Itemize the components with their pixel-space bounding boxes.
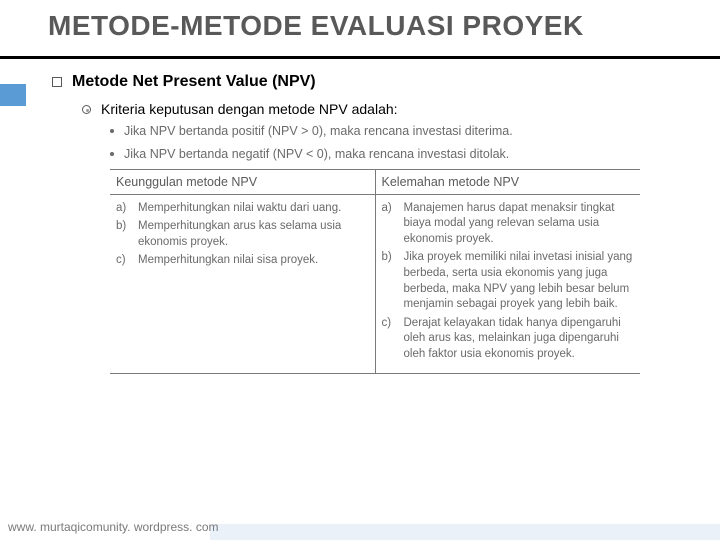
square-bullet-icon (52, 77, 62, 87)
dot-bullet-icon (110, 129, 114, 133)
footer-accent-band (210, 524, 720, 540)
dot-bullet-icon (110, 152, 114, 156)
list-text: Jika proyek memiliki nilai invetasi inis… (404, 250, 635, 312)
list-marker: a) (382, 201, 398, 248)
slide-title: METODE-METODE EVALUASI PROYEK (48, 10, 720, 42)
list-text: Memperhitungkan nilai sisa proyek. (138, 253, 318, 269)
list-text: Derajat kelayakan tidak hanya dipengaruh… (404, 316, 635, 363)
table-cell-left: a) Memperhitungkan nilai waktu dari uang.… (110, 195, 376, 373)
criteria-item: Jika NPV bertanda negatif (NPV < 0), mak… (124, 146, 509, 163)
list-text: Memperhitungkan arus kas selama usia eko… (138, 219, 369, 250)
list-marker: a) (116, 201, 132, 217)
list-marker: b) (116, 219, 132, 250)
criteria-item: Jika NPV bertanda positif (NPV > 0), mak… (124, 123, 513, 140)
section-heading: Metode Net Present Value (NPV) (72, 73, 316, 91)
circle-bullet-icon (82, 105, 91, 114)
list-text: Manajemen harus dapat menaksir tingkat b… (404, 201, 635, 248)
criteria-list: Jika NPV bertanda positif (NPV > 0), mak… (110, 123, 680, 163)
list-text: Memperhitungkan nilai waktu dari uang. (138, 201, 341, 217)
list-marker: c) (116, 253, 132, 269)
accent-square (0, 84, 26, 106)
list-marker: b) (382, 250, 398, 312)
list-marker: c) (382, 316, 398, 363)
table-header-left: Keunggulan metode NPV (110, 170, 376, 194)
comparison-table: Keunggulan metode NPV Kelemahan metode N… (110, 169, 640, 374)
table-cell-right: a)Manajemen harus dapat menaksir tingkat… (376, 195, 641, 373)
table-header-right: Kelemahan metode NPV (376, 170, 641, 194)
footer-url: www. murtaqicomunity. wordpress. com (8, 520, 219, 534)
sub-heading: Kriteria keputusan dengan metode NPV ada… (101, 101, 398, 117)
